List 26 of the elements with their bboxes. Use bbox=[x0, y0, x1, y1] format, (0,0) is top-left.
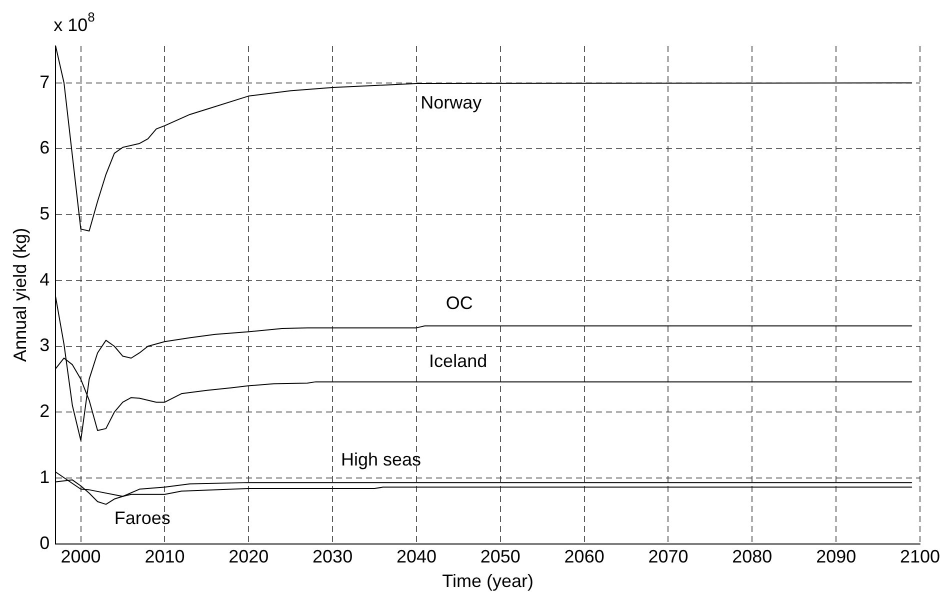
series-label: Norway bbox=[420, 92, 482, 112]
x-tick-label: 2080 bbox=[732, 546, 772, 567]
y-tick-label: 6 bbox=[40, 138, 50, 158]
x-tick-label: 2050 bbox=[480, 546, 520, 567]
x-axis-title: Time (year) bbox=[442, 571, 534, 592]
x-tick-label: 2010 bbox=[144, 546, 185, 567]
y-axis-title: Annual yield (kg) bbox=[10, 228, 30, 362]
x-tick-label: 2000 bbox=[60, 546, 101, 567]
y-tick-label: 3 bbox=[40, 335, 50, 356]
y-tick-label: 7 bbox=[40, 72, 50, 92]
x-tick-label: 2020 bbox=[228, 546, 269, 567]
x-tick-label: 2030 bbox=[312, 546, 353, 567]
x-tick-label: 2070 bbox=[648, 546, 688, 567]
x-tick-label: 2090 bbox=[816, 546, 856, 567]
y-tick-label: 0 bbox=[40, 532, 50, 553]
x-tick-label: 2040 bbox=[396, 546, 436, 567]
series-label: High seas bbox=[340, 450, 421, 470]
series-label: OC bbox=[446, 292, 473, 313]
y-tick-label: 5 bbox=[40, 204, 50, 224]
y-tick-label: 2 bbox=[40, 401, 50, 422]
y-tick-label: 4 bbox=[40, 269, 50, 290]
series-label: Iceland bbox=[429, 350, 488, 371]
x-tick-label: 2100 bbox=[900, 546, 940, 567]
series-label: Faroes bbox=[114, 508, 170, 528]
y-tick-label: 1 bbox=[40, 466, 50, 487]
x-tick-label: 2060 bbox=[564, 546, 604, 567]
